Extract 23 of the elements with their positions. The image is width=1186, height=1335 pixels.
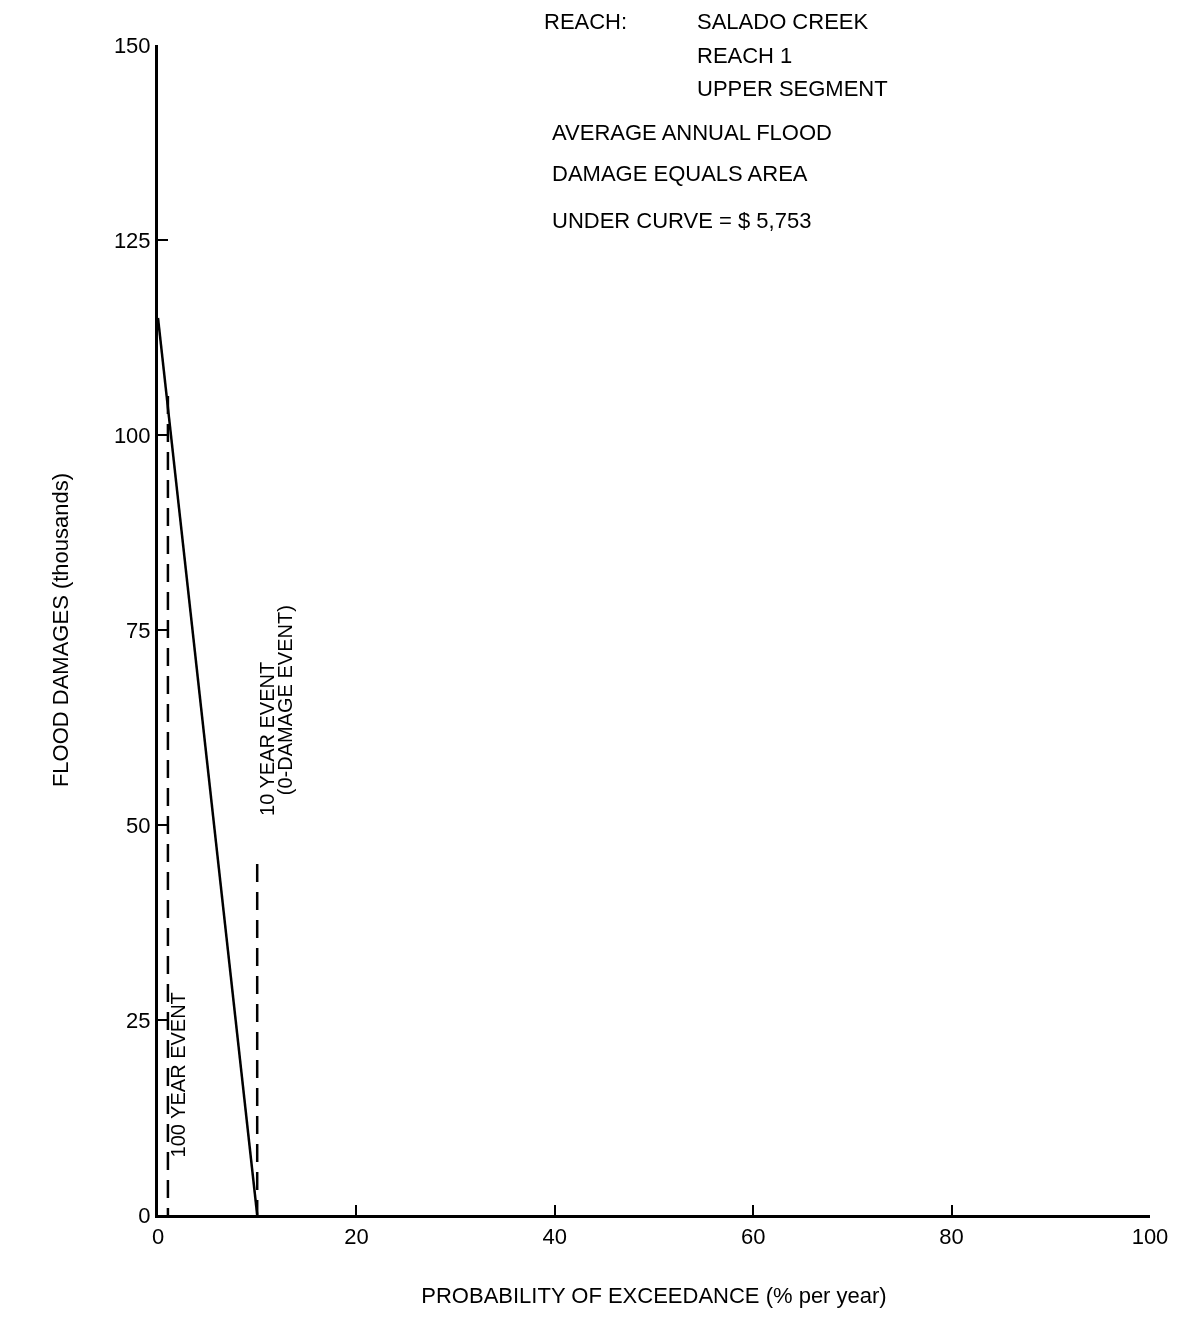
y-tick-label: 150 bbox=[113, 32, 151, 58]
annotation: (0-DAMAGE EVENT) bbox=[273, 605, 296, 796]
y-tick-label: 25 bbox=[126, 1007, 151, 1033]
x-tick-label: 60 bbox=[740, 1224, 766, 1250]
y-tick-label: 75 bbox=[126, 617, 151, 643]
text: REACH: bbox=[544, 9, 628, 34]
x-tick-label: 40 bbox=[542, 1224, 568, 1250]
annotation: UNDER CURVE = $ 5,753 bbox=[552, 208, 812, 233]
text: SALADO CREEK bbox=[697, 9, 869, 34]
y-tick-label: 50 bbox=[126, 812, 151, 838]
y-tick-label: 0 bbox=[138, 1202, 151, 1228]
annotation: DAMAGE EQUALS AREA bbox=[552, 161, 808, 186]
y-tick-label: 100 bbox=[113, 422, 151, 448]
x-tick-label: 100 bbox=[1131, 1224, 1169, 1250]
y-axis-title: FLOOD DAMAGES (thousands) bbox=[47, 472, 73, 788]
x-tick-label: 20 bbox=[344, 1224, 369, 1250]
annotation: 100 YEAR EVENT bbox=[167, 992, 190, 1158]
x-tick-label: 80 bbox=[939, 1224, 964, 1250]
y-tick-label: 125 bbox=[113, 227, 151, 253]
annotation: UPPER SEGMENT bbox=[697, 76, 888, 101]
x-axis-title: PROBABILITY OF EXCEEDANCE (% per year) bbox=[421, 1283, 887, 1309]
annotation: REACH 1 bbox=[697, 43, 793, 68]
annotation: AVERAGE ANNUAL FLOOD bbox=[552, 120, 832, 145]
